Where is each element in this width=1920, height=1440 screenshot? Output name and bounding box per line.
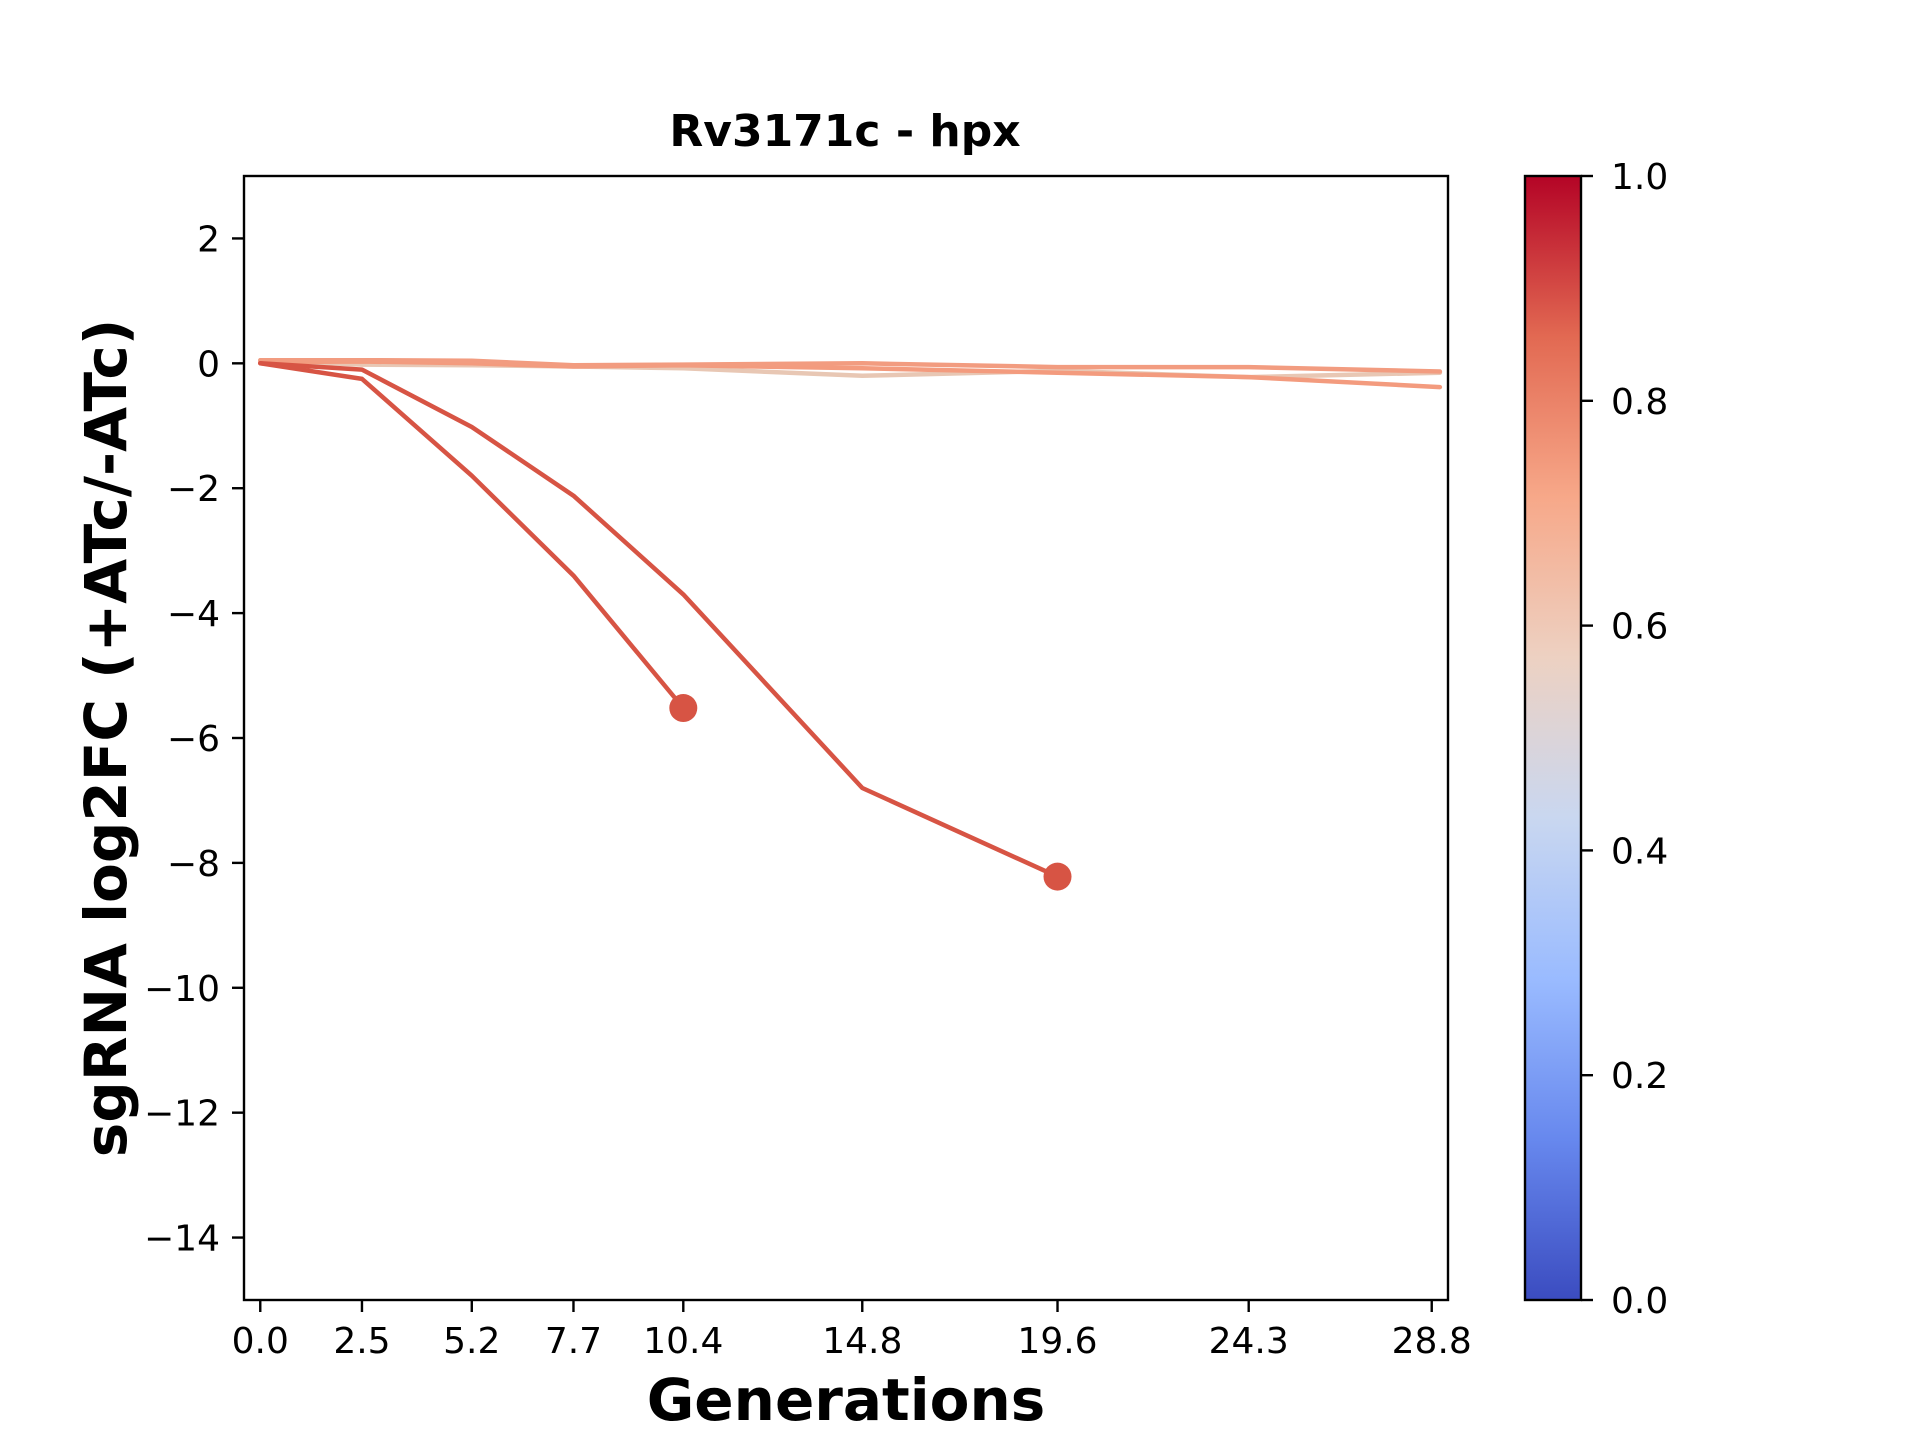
- series-endpoint-5: [1043, 862, 1072, 891]
- series-endpoint-4: [669, 694, 698, 723]
- x-tick-label: 24.3: [1209, 1321, 1289, 1362]
- y-axis-label: sgRNA log2FC (+ATc/-ATc): [72, 319, 140, 1157]
- colorbar-tick-label: 1.0: [1611, 157, 1668, 198]
- y-tick-label: −4: [167, 594, 220, 635]
- series-line-3: [258, 357, 1443, 374]
- colorbar: 0.0 0.2 0.4 0.6 0.8 1.0: [1523, 157, 1668, 1322]
- colorbar-tick-label: 0.0: [1611, 1281, 1668, 1322]
- y-tick-label: −10: [144, 969, 220, 1010]
- chart-title: Rv3171c - hpx: [669, 106, 1020, 157]
- colorbar-gradient: [1523, 174, 1583, 1302]
- y-tick-label: −8: [167, 844, 220, 885]
- series-lines: [258, 357, 1443, 879]
- colorbar-tick-label: 0.6: [1611, 607, 1668, 648]
- x-axis-ticks: 0.0 2.5 5.2 7.7 10.4 14.8 19.6 24.3 28.8: [232, 1300, 1472, 1362]
- y-tick-label: −14: [144, 1219, 220, 1260]
- x-axis-label: Generations: [647, 1366, 1046, 1434]
- x-tick-label: 28.8: [1392, 1321, 1472, 1362]
- y-tick-label: −12: [144, 1094, 220, 1135]
- colorbar-tick-label: 0.2: [1611, 1056, 1668, 1097]
- x-tick-label: 5.2: [443, 1321, 500, 1362]
- y-tick-label: −2: [167, 469, 220, 510]
- y-tick-label: −6: [167, 719, 220, 760]
- colorbar-tick-label: 0.8: [1611, 382, 1668, 423]
- x-tick-label: 14.8: [822, 1321, 902, 1362]
- y-tick-label: 0: [197, 344, 220, 385]
- x-tick-label: 19.6: [1017, 1321, 1097, 1362]
- y-axis-ticks: 2 0 −2 −4 −6 −8 −10 −12 −14: [144, 219, 244, 1260]
- colorbar-tick-label: 0.4: [1611, 831, 1668, 872]
- x-tick-label: 2.5: [333, 1321, 390, 1362]
- y-tick-label: 2: [197, 219, 220, 260]
- x-tick-label: 7.7: [545, 1321, 602, 1362]
- series-line-4: [258, 361, 686, 711]
- x-tick-label: 10.4: [643, 1321, 723, 1362]
- series-endpoints: [669, 694, 1072, 891]
- colorbar-ticks: 0.0 0.2 0.4 0.6 0.8 1.0: [1581, 157, 1668, 1322]
- x-tick-label: 0.0: [232, 1321, 289, 1362]
- series-line-5: [258, 361, 1060, 879]
